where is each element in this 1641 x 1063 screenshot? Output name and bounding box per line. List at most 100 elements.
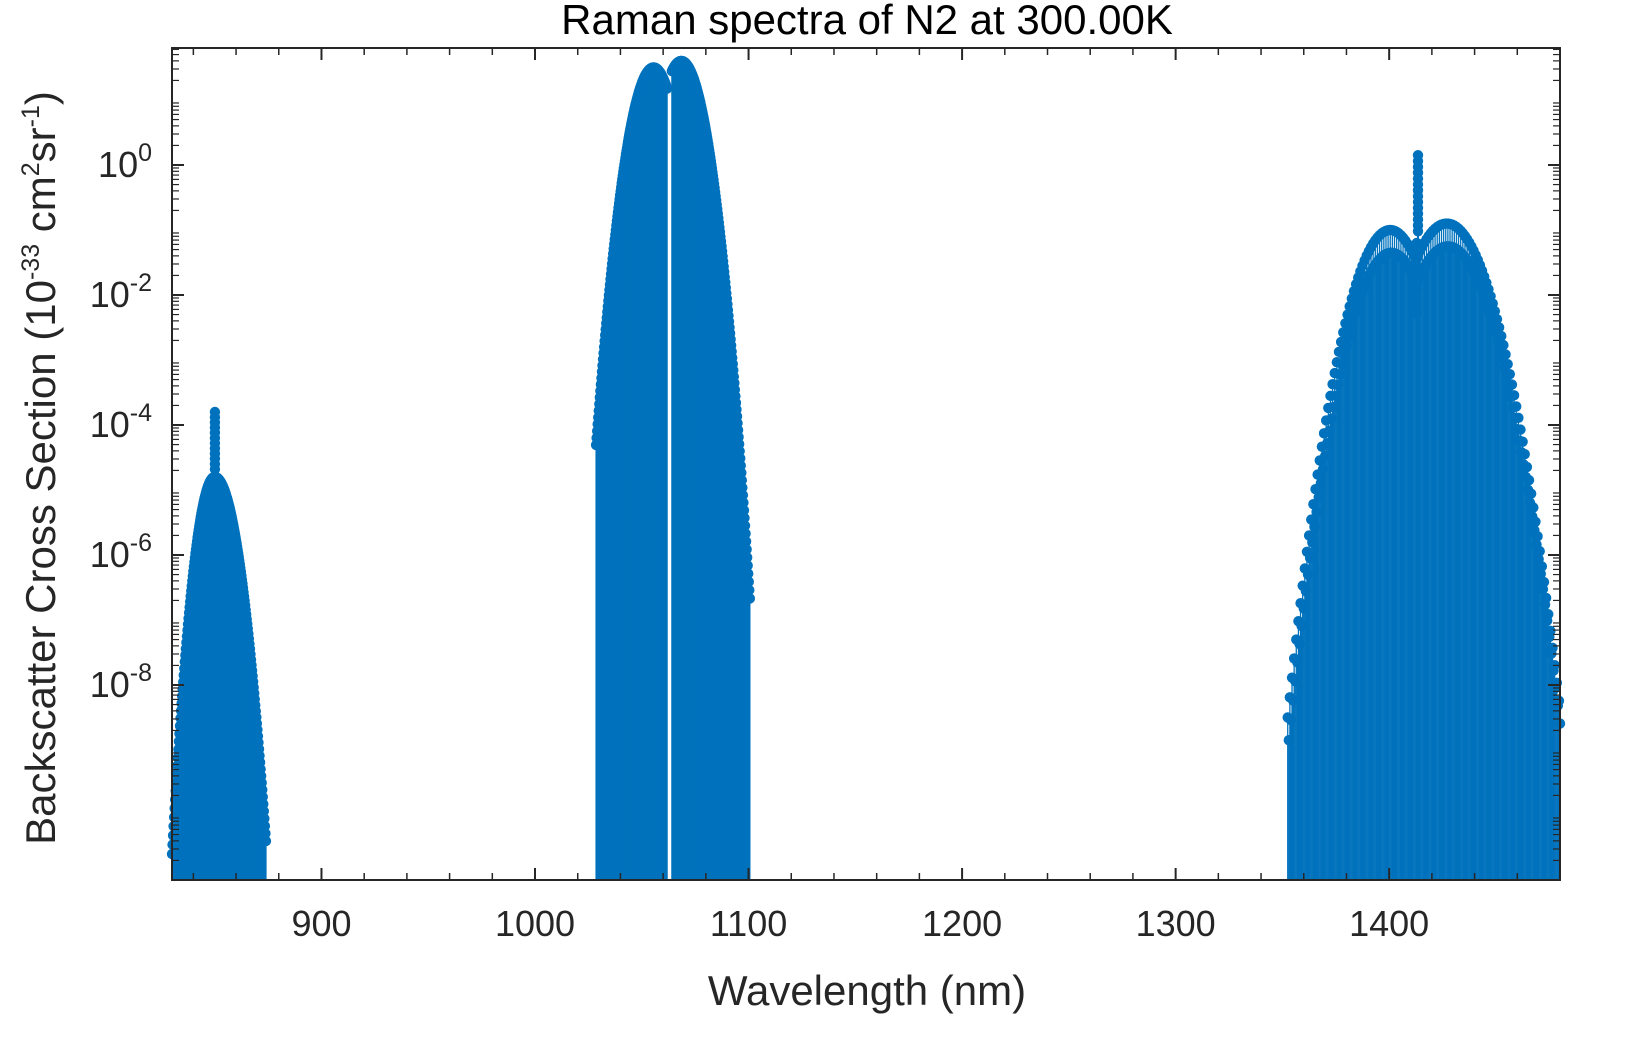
x-tick-label: 1100 [710,903,787,944]
marker-band-1410 [1496,330,1507,342]
marker-band-1410 [1311,506,1322,518]
marker-band-1410 [1300,586,1312,597]
y-axis-label-mid2: sr [17,127,64,162]
marker-band-1410 [1553,695,1565,707]
marker-band-850 [171,777,182,788]
marker-band-1410 [1334,369,1346,380]
marker-band-850-q [209,464,221,475]
marker-band-850 [173,736,185,747]
marker-band-1410 [1324,425,1335,436]
marker-band-1410 [1307,537,1318,548]
marker-band-1410 [1304,553,1316,564]
y-tick-label: 10-2 [90,269,152,315]
marker-band-1410 [1540,592,1552,604]
marker-band-1410 [1498,339,1509,351]
marker-band-1064 [739,512,750,524]
marker-band-1410 [1296,620,1307,632]
y-axis-label-suffix: ) [17,91,64,105]
marker-band-1410 [1500,349,1511,360]
marker-band-1410 [1298,603,1309,614]
marker-band-1064 [744,593,756,604]
marker-band-1410-q [1411,308,1422,319]
marker-band-1064 [740,536,752,547]
x-tick-labels: 900 1000 1100 1200 1300 1400 [291,903,1429,944]
marker-band-1410 [1491,313,1503,325]
y-axis-label-mid1: cm [17,176,64,244]
marker-band-1410 [1493,322,1505,333]
marker-band-1410 [1287,695,1299,706]
marker-band-1410 [1319,450,1331,462]
marker-band-1064 [740,528,751,539]
marker-band-1410 [1341,340,1352,352]
marker-band-1410 [1294,638,1305,650]
marker-band-1064 [743,576,754,588]
marker-band-1064 [743,568,754,579]
marker-band-1064 [737,482,748,493]
marker-band-1410-q [1411,237,1422,249]
marker-band-850 [260,828,271,839]
y-tick-label: 10-8 [90,659,152,705]
marker-band-850 [175,713,186,724]
marker-band-1410 [1322,437,1333,449]
x-tick-label: 900 [291,903,351,944]
marker-band-1410 [1343,332,1354,343]
marker-band-1410 [1519,449,1530,460]
marker-band-1410 [1330,390,1341,401]
marker-band-1410 [1545,625,1556,637]
marker-band-1410 [1532,531,1543,542]
y-tick-label: 10-4 [90,399,152,445]
marker-band-1410-q [1411,253,1422,264]
marker-band-1410 [1508,390,1520,401]
marker-band-1410 [1344,301,1355,312]
marker-band-1410 [1528,502,1539,513]
marker-band-1410 [1525,488,1537,499]
marker-band-1410 [1345,323,1356,335]
marker-band-1410 [1521,461,1533,473]
x-tick-label: 1400 [1349,903,1429,944]
marker-band-1064 [738,497,749,508]
marker-band-850 [170,785,181,797]
marker-band-1410 [1317,464,1329,475]
x-axis-label: Wavelength (nm) [708,967,1026,1014]
marker-band-1410 [1534,546,1545,557]
marker-band-1410 [1489,305,1501,317]
marker-band-1410-q [1411,276,1422,288]
marker-band-1410 [1285,714,1297,726]
data-markers [166,55,1566,860]
marker-band-850 [260,835,272,847]
marker-band-850 [173,744,184,755]
y-tick-label: 100 [98,139,152,185]
marker-band-1410-q [1411,292,1422,303]
chart-title: Raman spectra of N2 at 300.00K [561,0,1173,43]
marker-band-1410 [1504,369,1516,380]
marker-band-1064 [739,520,751,531]
marker-band-1410-q [1411,261,1422,272]
marker-band-1064 [737,489,749,501]
y-axis-label-exp2: 2 [17,162,45,176]
marker-band-1410 [1302,569,1314,580]
marker-band-850 [174,720,186,732]
marker-band-1410 [1339,349,1350,361]
marker-band-1410 [1523,475,1535,486]
marker-band-1410 [1530,516,1541,527]
marker-band-1410-q [1412,226,1424,237]
x-tick-label: 1200 [922,903,1002,944]
marker-band-1064 [736,475,748,486]
x-tick-label: 1300 [1136,903,1216,944]
marker-band-1410 [1315,477,1327,489]
marker-band-1410 [1336,359,1348,370]
y-axis-label: Backscatter Cross Section (10-33 cm2sr-1… [17,91,64,845]
marker-band-1410 [1283,734,1295,746]
marker-band-1410 [1502,358,1513,370]
y-tick-label: 10-6 [90,529,152,575]
marker-band-1410-q [1411,269,1422,280]
marker-band-1410 [1538,576,1550,588]
marker-band-1410 [1506,379,1518,390]
marker-band-1410 [1332,379,1344,391]
marker-band-850 [167,830,179,841]
marker-band-1410 [1309,521,1320,533]
marker-band-1064 [738,505,750,516]
marker-band-1064 [741,552,753,563]
marker-band-1410 [1536,561,1548,572]
